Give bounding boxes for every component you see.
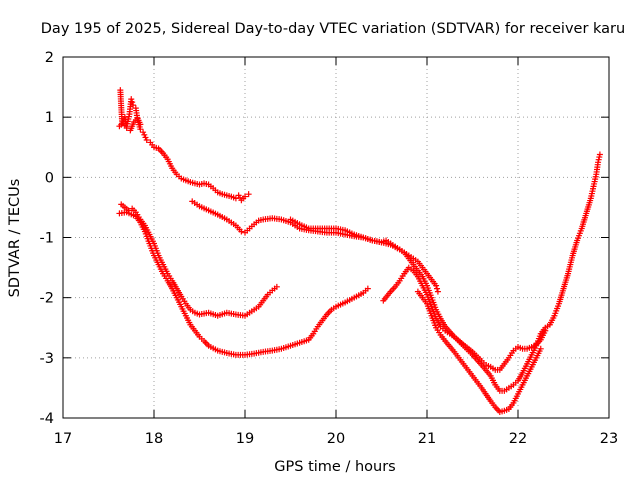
data-point [595,156,602,163]
x-tick-label: 17 [54,431,72,447]
data-point [129,99,136,106]
x-tick-label: 23 [600,431,618,447]
axis-ticks: 17 18 19 20 21 22 23 -4 -3 -2 -1 0 1 2 [40,50,619,447]
data-point [141,131,148,138]
plot-frame [62,56,610,419]
series-track-2 [116,115,144,134]
data-point [596,151,603,158]
x-tick-label: 21 [418,431,436,447]
series-track-6 [287,216,441,295]
data-point [364,285,371,292]
data-point [542,327,549,334]
data-point [537,345,544,352]
chart-title: Day 195 of 2025, Sidereal Day-to-day VTE… [41,21,625,37]
data-point [596,154,603,161]
data-point [143,137,150,144]
series-track-5 [116,209,371,358]
y-tick-label: -2 [40,291,54,307]
series-track-4 [118,201,280,319]
data-point [273,283,280,290]
x-tick-label: 20 [327,431,345,447]
y-tick-label: 0 [45,170,54,186]
data-point [142,134,149,141]
data-point [238,228,245,235]
data-point [433,282,440,289]
y-tick-label: -3 [40,351,54,367]
y-tick-label: 2 [45,50,54,66]
data-point [434,288,441,295]
data-point [140,129,147,136]
data-point [232,195,239,202]
series-track-7 [380,264,549,373]
x-tick-label: 19 [236,431,254,447]
x-tick-label: 18 [145,431,163,447]
data-point [242,193,248,200]
series-track-8 [414,288,544,415]
series-layer [116,87,603,415]
y-axis-label: SDTVAR / TECUs [7,179,23,298]
data-point [434,285,441,292]
data-point [137,121,144,128]
x-tick-label: 22 [509,431,527,447]
data-point [128,96,135,103]
x-axis-label: GPS time / hours [274,459,395,475]
y-tick-label: -1 [40,231,54,247]
y-tick-label: 1 [45,110,54,126]
data-point [595,159,602,166]
data-point [130,102,137,109]
y-tick-label: -4 [40,411,54,427]
grid-lines [63,57,609,418]
data-point [245,191,252,198]
